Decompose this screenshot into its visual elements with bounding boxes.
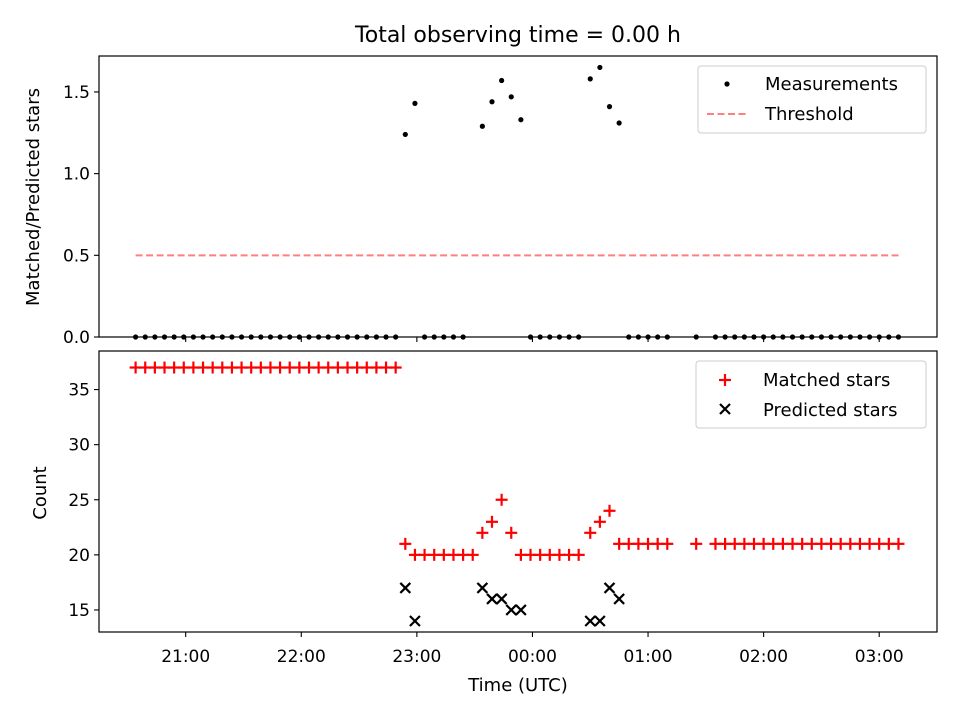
bottom-xtick-label: 01:00 — [624, 647, 673, 667]
top-ytick-label: 1.0 — [63, 165, 90, 185]
panel-top: 0.0 0.5 1.0 1.5 Matched/Predicted stars Mea… — [23, 55, 938, 348]
matched-star-point — [584, 526, 597, 539]
bottom-xtick-label: 22:00 — [277, 647, 326, 667]
bottom-x-ticks: 21:00 22:00 23:00 00:00 01:00 02:00 03:00 — [161, 632, 904, 667]
bottom-xtick-label: 23:00 — [392, 647, 441, 667]
predicted-star-point — [515, 604, 527, 616]
bottom-y-axis-label: Count — [30, 466, 51, 519]
predicted-star-point — [505, 604, 518, 616]
bottom-x-axis-label: Time (UTC) — [467, 675, 568, 696]
top-y-axis-label: Matched/Predicted stars — [23, 88, 44, 306]
matched-star-point — [505, 526, 518, 539]
bottom-y-ticks: 15 20 25 30 35 — [68, 381, 99, 621]
measurement-point — [402, 131, 408, 138]
top-x-ticks — [185, 337, 880, 342]
measurement-point — [606, 104, 613, 110]
matched-star-point — [572, 548, 585, 561]
predicted-star-point — [603, 582, 616, 594]
measurement-point — [587, 76, 593, 82]
measurement-point — [616, 120, 622, 126]
bottom-ytick-label: 25 — [68, 491, 90, 511]
predicted-star-point — [495, 593, 508, 605]
bottom-ytick-label: 30 — [68, 436, 90, 456]
bottom-xtick-label: 02:00 — [739, 647, 788, 667]
top-legend: Measurements Threshold — [697, 65, 927, 134]
matched-star-point — [485, 515, 498, 528]
legend-label-predicted-stars: Predicted stars — [763, 400, 897, 421]
bottom-xtick-label: 21:00 — [161, 647, 210, 667]
matched-star-point — [466, 548, 479, 561]
matched-star-point — [603, 504, 616, 517]
matched-star-point — [593, 515, 606, 528]
legend-marker-matched-stars — [719, 374, 731, 386]
measurement-point — [597, 64, 603, 71]
panel-bottom: 15 20 25 30 35 21:00 22:00 23:00 00:00 01:00 02:0… — [30, 350, 938, 696]
predicted-star-point — [584, 615, 597, 627]
legend-label-matched-stars: Matched stars — [763, 370, 890, 391]
matched-star-point — [661, 537, 674, 550]
bottom-ytick-label: 15 — [68, 601, 90, 621]
top-y-ticks: 0.0 0.5 1.0 1.5 — [63, 83, 99, 348]
measurement-point — [479, 123, 485, 129]
predicted-star-point — [486, 593, 498, 605]
bottom-ytick-label: 35 — [68, 381, 90, 401]
top-axes-frame — [98, 55, 938, 338]
predicted-star-point — [594, 615, 606, 627]
legend-label-threshold: Threshold — [764, 104, 854, 125]
matched-star-point — [399, 537, 412, 550]
bottom-legend-box — [695, 360, 927, 429]
measurement-point — [499, 77, 505, 84]
predicted-star-point — [409, 615, 421, 627]
predicted-star-point — [476, 582, 489, 594]
predicted-star-point — [613, 593, 625, 605]
legend-marker-measurements — [724, 81, 730, 87]
matched-star-point — [495, 493, 508, 506]
bottom-plot-area — [129, 361, 905, 627]
measurement-point — [412, 100, 418, 106]
bottom-axes-frame — [98, 350, 938, 633]
legend-label-measurements: Measurements — [765, 74, 898, 95]
bottom-ytick-label: 20 — [68, 546, 90, 566]
matched-star-point — [892, 537, 905, 550]
measurement-point — [489, 99, 495, 105]
top-legend-box — [697, 65, 927, 134]
matched-star-point — [690, 537, 703, 550]
top-ytick-label: 0.0 — [63, 328, 90, 348]
bottom-legend: Matched stars Predicted stars — [695, 360, 927, 429]
bottom-xtick-label: 03:00 — [855, 647, 904, 667]
measurement-point — [518, 117, 524, 123]
matched-star-point — [476, 526, 489, 539]
legend-marker-predicted-stars — [719, 403, 731, 415]
top-ytick-label: 0.5 — [63, 246, 90, 266]
matched-star-point — [389, 361, 402, 374]
measurement-point — [508, 94, 514, 100]
top-ytick-label: 1.5 — [63, 83, 90, 103]
bottom-xtick-label: 00:00 — [508, 647, 557, 667]
predicted-star-point — [399, 582, 412, 594]
figure-title: Total observing time = 0.00 h — [354, 23, 681, 48]
